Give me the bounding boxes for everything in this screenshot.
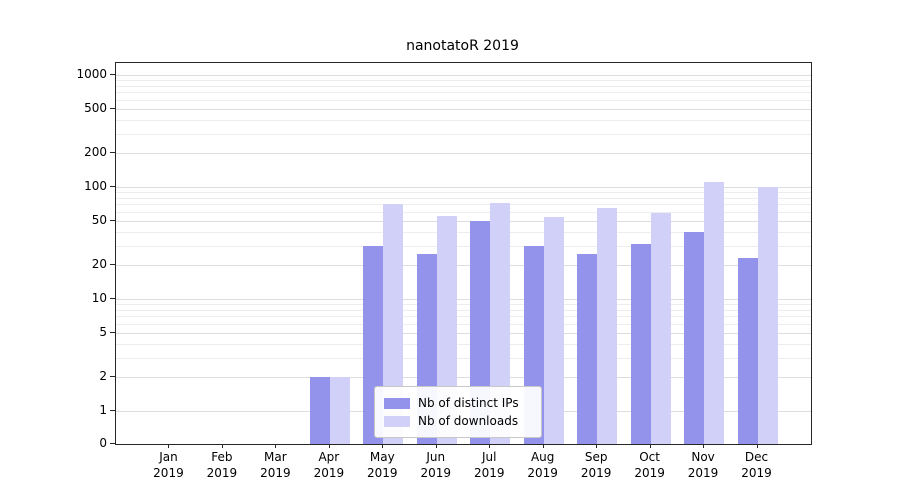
x-tick-label: Apr 2019: [313, 450, 345, 480]
gridline: [116, 316, 811, 318]
legend-item-distinct-ips: Nb of distinct IPs: [384, 394, 531, 412]
legend-label-distinct-ips: Nb of distinct IPs: [418, 396, 519, 410]
gridline: [116, 75, 811, 76]
x-tick-label: Jan 2019: [153, 450, 184, 480]
gridline: [116, 211, 811, 213]
y-tick-mark: [110, 443, 115, 444]
gridline: [116, 357, 811, 359]
y-tick-label: 1: [99, 403, 107, 417]
x-tick-mark: [649, 444, 651, 448]
bar-distinct-ips-dec: [737, 258, 758, 444]
y-tick-mark: [110, 107, 115, 109]
gridline: [116, 197, 811, 199]
gridline: [116, 332, 811, 334]
plot-area: Nb of distinct IPs Nb of downloads: [115, 62, 812, 445]
y-tick-label: 0: [99, 436, 107, 450]
x-tick-label: Mar 2019: [260, 450, 291, 480]
gridline: [116, 323, 811, 325]
gridline: [116, 377, 811, 379]
x-tick-mark: [168, 444, 170, 448]
y-tick-mark: [110, 376, 115, 378]
gridline: [116, 119, 811, 121]
gridline: [116, 231, 811, 233]
x-tick-label: Feb 2019: [206, 450, 238, 480]
bar-downloads-sep: [597, 207, 618, 444]
bar-downloads-apr: [329, 377, 350, 444]
gridline: [116, 343, 811, 345]
gridline: [116, 133, 811, 135]
y-tick-label: 20: [91, 257, 107, 272]
gridline: [116, 245, 811, 247]
y-tick-mark: [110, 74, 115, 75]
x-tick-mark: [382, 444, 384, 448]
legend-item-downloads: Nb of downloads: [384, 412, 531, 430]
y-tick-label: 5: [99, 324, 107, 339]
x-tick-label: Nov 2019: [687, 450, 719, 480]
y-tick-mark: [110, 186, 115, 187]
gridline: [116, 80, 811, 82]
x-tick-label: Dec 2019: [741, 450, 772, 480]
gridline: [116, 99, 811, 101]
gridline: [116, 92, 811, 94]
bar-downloads-jul: [490, 202, 511, 444]
gridline: [116, 192, 811, 194]
gridline: [116, 299, 811, 300]
bar-distinct-ips-oct: [630, 243, 651, 444]
gridline: [116, 85, 811, 87]
x-tick-mark: [756, 444, 758, 448]
gridline: [116, 309, 811, 311]
y-tick-label: 10: [91, 291, 107, 305]
y-tick-mark: [110, 298, 115, 299]
x-tick-label: Aug 2019: [527, 450, 558, 480]
x-tick-mark: [275, 444, 277, 448]
x-tick-label: Jul 2019: [473, 450, 505, 480]
y-tick-mark: [110, 410, 115, 411]
y-tick-label: 50: [91, 212, 107, 227]
legend-label-downloads: Nb of downloads: [418, 414, 519, 428]
chart-title: nanotatoR 2019: [406, 38, 519, 54]
gridline: [116, 304, 811, 306]
x-tick-label: Sep 2019: [580, 450, 612, 480]
gridline: [116, 153, 811, 155]
y-tick-label: 100: [84, 179, 107, 193]
x-tick-label: May 2019: [367, 450, 398, 480]
gridline: [116, 187, 811, 188]
y-tick-label: 200: [84, 145, 107, 160]
gridline: [116, 108, 811, 110]
bar-downloads-dec: [757, 186, 778, 444]
y-tick-label: 2: [99, 369, 107, 384]
bar-distinct-ips-apr: [309, 377, 330, 444]
y-tick-mark: [110, 152, 115, 154]
x-tick-label: Oct 2019: [634, 450, 665, 480]
y-tick-label: 500: [84, 100, 107, 115]
legend-swatch-distinct-ips: [384, 397, 410, 409]
x-tick-mark: [435, 444, 437, 448]
y-tick-mark: [110, 219, 115, 221]
bar-downloads-may: [383, 204, 404, 444]
x-tick-label: Jun 2019: [420, 450, 452, 480]
x-tick-mark: [703, 444, 705, 448]
x-tick-mark: [221, 444, 223, 448]
x-tick-mark: [489, 444, 491, 448]
y-tick-label: 1000: [76, 67, 107, 81]
x-tick-mark: [328, 444, 330, 448]
legend: Nb of distinct IPs Nb of downloads: [374, 386, 542, 438]
bar-downloads-oct: [650, 213, 671, 444]
bar-downloads-nov: [704, 182, 725, 444]
gridline: [116, 265, 811, 267]
bar-distinct-ips-sep: [577, 254, 598, 444]
gridline: [116, 204, 811, 206]
gridline: [116, 220, 811, 222]
y-tick-mark: [110, 264, 115, 266]
bar-downloads-aug: [543, 216, 564, 444]
legend-swatch-downloads: [384, 415, 410, 427]
bar-distinct-ips-nov: [684, 231, 705, 444]
x-tick-mark: [596, 444, 598, 448]
y-tick-mark: [110, 331, 115, 333]
x-tick-mark: [542, 444, 544, 448]
